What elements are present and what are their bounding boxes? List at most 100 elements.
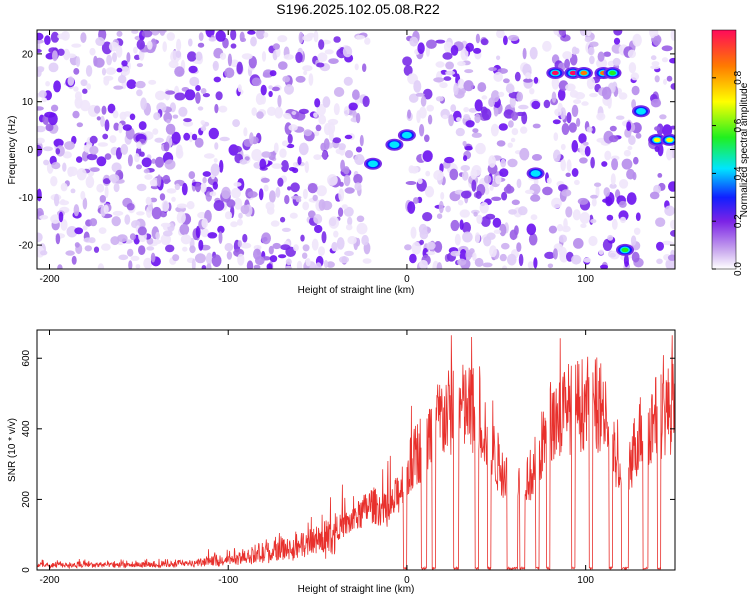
heatmap-noise-blob xyxy=(477,82,487,93)
heatmap-noise-blob xyxy=(240,242,252,249)
heatmap-noise-blob xyxy=(628,135,636,146)
heatmap-noise-blob xyxy=(269,70,277,77)
heatmap-noise-blob xyxy=(71,255,77,265)
heatmap-noise-blob xyxy=(165,90,176,95)
heatmap-noise-blob xyxy=(96,116,101,121)
heatmap-noise-blob xyxy=(72,110,80,119)
heatmap-noise-blob xyxy=(470,168,478,180)
heatmap-noise-blob xyxy=(182,120,194,127)
heatmap-noise-blob xyxy=(208,37,217,42)
heatmap-noise-blob xyxy=(663,78,667,85)
heatmap-noise-blob xyxy=(117,75,127,84)
heatmap-noise-blob xyxy=(165,244,175,253)
heatmap-feature-layer xyxy=(551,70,559,76)
heatmap-noise-blob xyxy=(115,147,123,160)
heatmap-noise-blob xyxy=(505,83,515,94)
heatmap-noise-blob xyxy=(352,89,360,100)
heatmap-noise-blob xyxy=(184,89,196,101)
heatmap-noise-blob xyxy=(261,232,271,245)
heatmap-noise-blob xyxy=(238,212,243,219)
heatmap-feature xyxy=(632,105,650,118)
heatmap-noise-blob xyxy=(533,76,539,84)
heatmap-noise-blob xyxy=(516,178,522,189)
heatmap-noise-blob xyxy=(271,86,280,92)
heatmap-noise-blob xyxy=(342,45,353,58)
heatmap-noise-blob xyxy=(122,124,132,131)
heatmap-noise-blob xyxy=(183,132,191,141)
heatmap-noise-blob xyxy=(522,47,527,60)
heatmap-noise-blob xyxy=(315,262,322,269)
heatmap-noise-blob xyxy=(473,47,482,54)
heatmap-x-axis-label: Height of straight line (km) xyxy=(298,285,415,296)
heatmap-noise-blob xyxy=(80,79,88,87)
heatmap-noise-blob xyxy=(544,251,555,259)
heatmap-noise-blob xyxy=(481,95,488,100)
heatmap-noise-blob xyxy=(566,159,572,172)
heatmap-noise-blob xyxy=(462,140,467,147)
heatmap-noise-blob xyxy=(224,211,233,220)
heatmap-noise-blob xyxy=(331,241,338,252)
heatmap-noise-blob xyxy=(202,93,210,98)
heatmap-noise-blob xyxy=(435,39,446,44)
heatmap-noise-blob xyxy=(273,142,279,154)
heatmap-noise-blob xyxy=(628,62,637,74)
heatmap-noise-blob xyxy=(224,67,235,79)
heatmap-noise-blob xyxy=(318,246,325,256)
heatmap-noise-blob xyxy=(426,39,437,49)
heatmap-noise-blob xyxy=(343,206,354,217)
heatmap-noise-blob xyxy=(155,231,160,240)
heatmap-noise-blob xyxy=(586,126,593,133)
heatmap-noise-blob xyxy=(107,103,116,114)
heatmap-noise-blob xyxy=(462,231,473,243)
heatmap-noise-blob xyxy=(355,35,365,40)
heatmap-noise-blob xyxy=(652,35,661,46)
heatmap-noise-blob xyxy=(344,134,353,140)
heatmap-x-tick-label: -100 xyxy=(218,274,238,285)
heatmap-noise-blob xyxy=(519,147,530,161)
heatmap-noise-blob xyxy=(402,56,412,66)
heatmap-noise-blob xyxy=(198,32,204,41)
heatmap-noise-blob xyxy=(272,242,281,250)
heatmap-noise-blob xyxy=(623,254,629,268)
heatmap-noise-blob xyxy=(341,204,348,210)
heatmap-noise-blob xyxy=(153,239,162,245)
heatmap-noise-blob xyxy=(426,251,436,256)
heatmap-noise-blob xyxy=(531,154,543,161)
heatmap-noise-blob xyxy=(632,33,642,47)
heatmap-noise-blob xyxy=(433,241,443,253)
heatmap-noise-blob xyxy=(435,96,444,102)
heatmap-noise-blob xyxy=(292,167,299,174)
heatmap-noise-blob xyxy=(40,250,48,256)
heatmap-noise-blob xyxy=(269,190,276,203)
heatmap-noise-blob xyxy=(268,245,274,255)
heatmap-noise-blob xyxy=(656,258,663,265)
heatmap-noise-blob xyxy=(298,108,309,115)
heatmap-noise-blob xyxy=(474,232,481,244)
heatmap-noise-blob xyxy=(116,30,123,37)
heatmap-noise-blob xyxy=(621,158,633,170)
heatmap-y-tick-label: 0 xyxy=(27,145,33,156)
colorbar-gradient xyxy=(711,29,737,270)
heatmap-noise-blob xyxy=(285,258,292,266)
heatmap-noise-blob xyxy=(265,201,275,211)
heatmap-noise-blob xyxy=(37,188,42,202)
heatmap-noise-blob xyxy=(364,37,371,45)
heatmap-noise-blob xyxy=(418,106,427,119)
heatmap-noise-blob xyxy=(408,165,415,174)
heatmap-noise-blob xyxy=(635,132,642,139)
heatmap-noise-blob xyxy=(37,137,45,144)
heatmap-noise-blob xyxy=(595,185,600,198)
heatmap-noise-blob xyxy=(564,58,570,69)
heatmap-noise-blob xyxy=(471,179,477,192)
heatmap-noise-blob xyxy=(287,133,293,144)
heatmap-noise-blob xyxy=(411,241,422,255)
heatmap-noise-blob xyxy=(129,113,136,121)
heatmap-noise-blob xyxy=(130,255,140,261)
heatmap-noise-blob xyxy=(542,186,553,196)
heatmap-noise-blob xyxy=(178,106,188,117)
heatmap-noise-blob xyxy=(93,246,100,253)
heatmap-noise-blob xyxy=(589,41,599,47)
heatmap-feature xyxy=(364,157,382,170)
heatmap-noise-blob xyxy=(340,159,345,172)
heatmap-noise-blob xyxy=(666,75,673,82)
